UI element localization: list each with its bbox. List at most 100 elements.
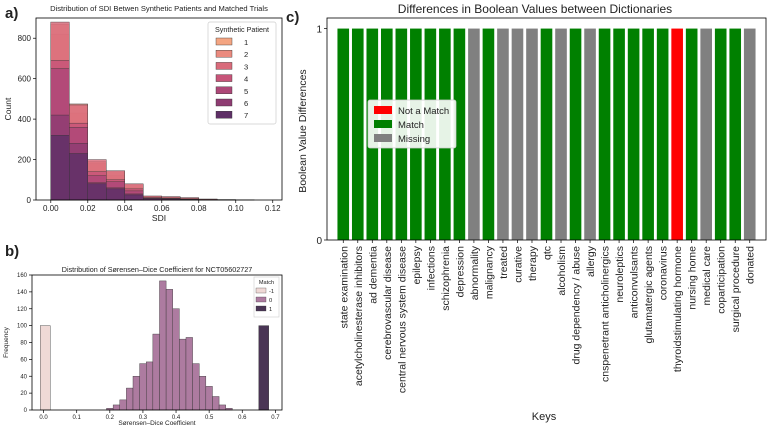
chart-b-bar-s1-b8 [159, 280, 167, 411]
chart-b-ytick-label: 100 [17, 324, 28, 330]
chart-a-legend-label-4: 4 [244, 75, 248, 84]
chart-c-bar-17 [584, 28, 596, 241]
chart-b-legend-label-0: -1 [269, 289, 274, 295]
chart-c-bar-0 [337, 28, 350, 241]
chart-c-xtick-label: medical care [701, 246, 713, 306]
chart-a-ylabel: Count [3, 97, 13, 120]
chart-a-legend-label-5: 5 [244, 87, 248, 96]
chart-b-bar-s1-b14 [199, 376, 207, 411]
chart-a-legend-swatch-5 [215, 86, 233, 95]
chart-c-xtick-label: central nervous system disease [396, 246, 408, 393]
chart-c-legend-swatch-2 [374, 134, 392, 142]
chart-b-legend-swatch-0 [255, 287, 267, 294]
chart-c-bar-14 [540, 28, 553, 241]
panel-b-dice-histogram: Distribution of Sørensen–Dice Coefficien… [3, 265, 283, 427]
chart-b-ytick-label: 140 [17, 290, 28, 296]
chart-c-bar-12 [511, 28, 524, 241]
chart-a-xlabel: SDI [152, 213, 166, 223]
chart-c-legend-swatch-0 [374, 106, 392, 114]
chart-c-xtick-label: acetylcholinesterase inhibitors [353, 246, 365, 386]
chart-b-ytick-label: 60 [20, 357, 27, 363]
chart-a-bar-s7-b4 [124, 194, 144, 201]
chart-c-xtick-label: malignancy [483, 245, 495, 299]
chart-c-title: Differences in Boolean Values between Di… [398, 2, 672, 16]
chart-b-bar-s1-b5 [139, 363, 147, 411]
chart-b-legend-swatch-1 [255, 296, 267, 303]
chart-c-bar-19 [613, 28, 625, 241]
chart-a-bar-s7-b3 [106, 188, 125, 201]
chart-b-ylabel: Frequency [3, 326, 10, 357]
chart-b-xtick-label: 0.6 [238, 415, 247, 421]
chart-b-bar-s1-b10 [172, 308, 180, 411]
chart-c-bar-9 [468, 28, 480, 241]
chart-c-bar-22 [656, 28, 669, 241]
chart-c-xtick-label: schizophrenia [440, 246, 452, 311]
chart-a-xtick-label: 0.00 [43, 204, 59, 213]
chart-a-xtick-label: 0.08 [191, 204, 207, 213]
chart-a-ytick-label: 0 [27, 196, 32, 205]
chart-a-legend-swatch-7 [215, 110, 233, 119]
chart-b-bar-s1-b13 [192, 363, 200, 411]
chart-b-bar-s1-b6 [146, 361, 154, 411]
chart-c-ytick-label: 1 [316, 25, 322, 36]
chart-b-ytick-label: 160 [17, 273, 28, 279]
chart-c-legend-label-0: Not a Match [398, 106, 449, 117]
chart-a-bar-s7-b2 [87, 183, 107, 201]
chart-c-xtick-label: cnspenetrant anticholinergics [600, 246, 612, 382]
chart-b-bar-s1-b3 [126, 387, 134, 411]
chart-a-ytick-label: 600 [18, 75, 32, 84]
chart-a-legend-box [207, 21, 277, 125]
chart-c-xtick-label: coronavirus [658, 246, 670, 300]
chart-a-xtick-label: 0.04 [117, 204, 133, 213]
panel-label-b: b) [5, 243, 19, 260]
panel-label-c: c) [286, 9, 299, 26]
chart-a-bar-s7-b1 [69, 153, 88, 201]
chart-c-xtick-label: depression [454, 246, 466, 298]
chart-c-bar-21 [642, 28, 654, 241]
chart-a-legend-label-6: 6 [244, 99, 248, 108]
chart-b-bar-s1-b12 [185, 337, 193, 411]
chart-c-bar-8 [453, 28, 466, 241]
chart-a-ytick-label: 800 [18, 34, 32, 43]
chart-a-legend-swatch-1 [215, 37, 233, 46]
chart-c-legend-swatch-1 [374, 120, 392, 128]
chart-c-bar-18 [598, 28, 611, 241]
chart-b-bar-s1-b16 [212, 396, 220, 411]
chart-c-legend-label-2: Missing [398, 134, 430, 145]
chart-c-xtick-label: thyroidstimulating hormone [672, 246, 684, 372]
chart-c-ylabel: Boolean Value Differences [297, 69, 309, 192]
chart-c-xtick-label: alcoholism [556, 246, 568, 296]
chart-b-ytick-label: 20 [20, 391, 27, 397]
chart-b-legend-title: Match [259, 280, 274, 286]
chart-b-xtick-label: 0.1 [73, 415, 82, 421]
chart-c-xtick-label: treated [498, 246, 510, 279]
chart-c-bar-27 [729, 28, 742, 241]
chart-c-bar-1 [351, 28, 364, 241]
chart-b-xtick-label: 0.4 [172, 415, 181, 421]
chart-b-title: Distribution of Sørensen–Dice Coefficien… [62, 265, 252, 274]
chart-a-frame [35, 17, 283, 201]
chart-a-ytick-label: 400 [18, 115, 32, 124]
chart-b-bar-s1-b2 [119, 399, 127, 411]
panel-c-boolean-bar-chart: Differences in Boolean Values between Di… [297, 2, 767, 423]
chart-a-xtick-label: 0.10 [228, 204, 244, 213]
chart-a-bar-s7-b0 [50, 135, 70, 201]
chart-b-legend-label-1: 0 [269, 298, 272, 304]
chart-c-bar-23 [671, 28, 683, 241]
chart-b-bar-s2-b0 [258, 325, 269, 411]
chart-c-xtick-label: state examination [338, 246, 350, 328]
chart-c-legend-label-1: Match [398, 120, 424, 131]
chart-b-bar-s1-b7 [152, 333, 160, 411]
chart-b-ytick-label: 40 [20, 374, 27, 380]
chart-a-legend-title: Synthetic Patient [215, 25, 269, 34]
chart-a-legend-swatch-3 [215, 62, 233, 70]
chart-b-bar-s1-b17 [218, 404, 226, 411]
chart-c-xtick-label: anticonvulsants [629, 246, 641, 318]
chart-a-ytick-label: 200 [18, 156, 32, 165]
chart-a-legend-swatch-4 [215, 74, 233, 82]
chart-c-xtick-label: nursing home [687, 246, 699, 310]
chart-a-title: Distribution of SDI Betwen Synthetic Pat… [50, 4, 268, 13]
chart-b-xtick-label: 0.5 [205, 415, 214, 421]
chart-c-xtick-label: infections [425, 246, 437, 290]
